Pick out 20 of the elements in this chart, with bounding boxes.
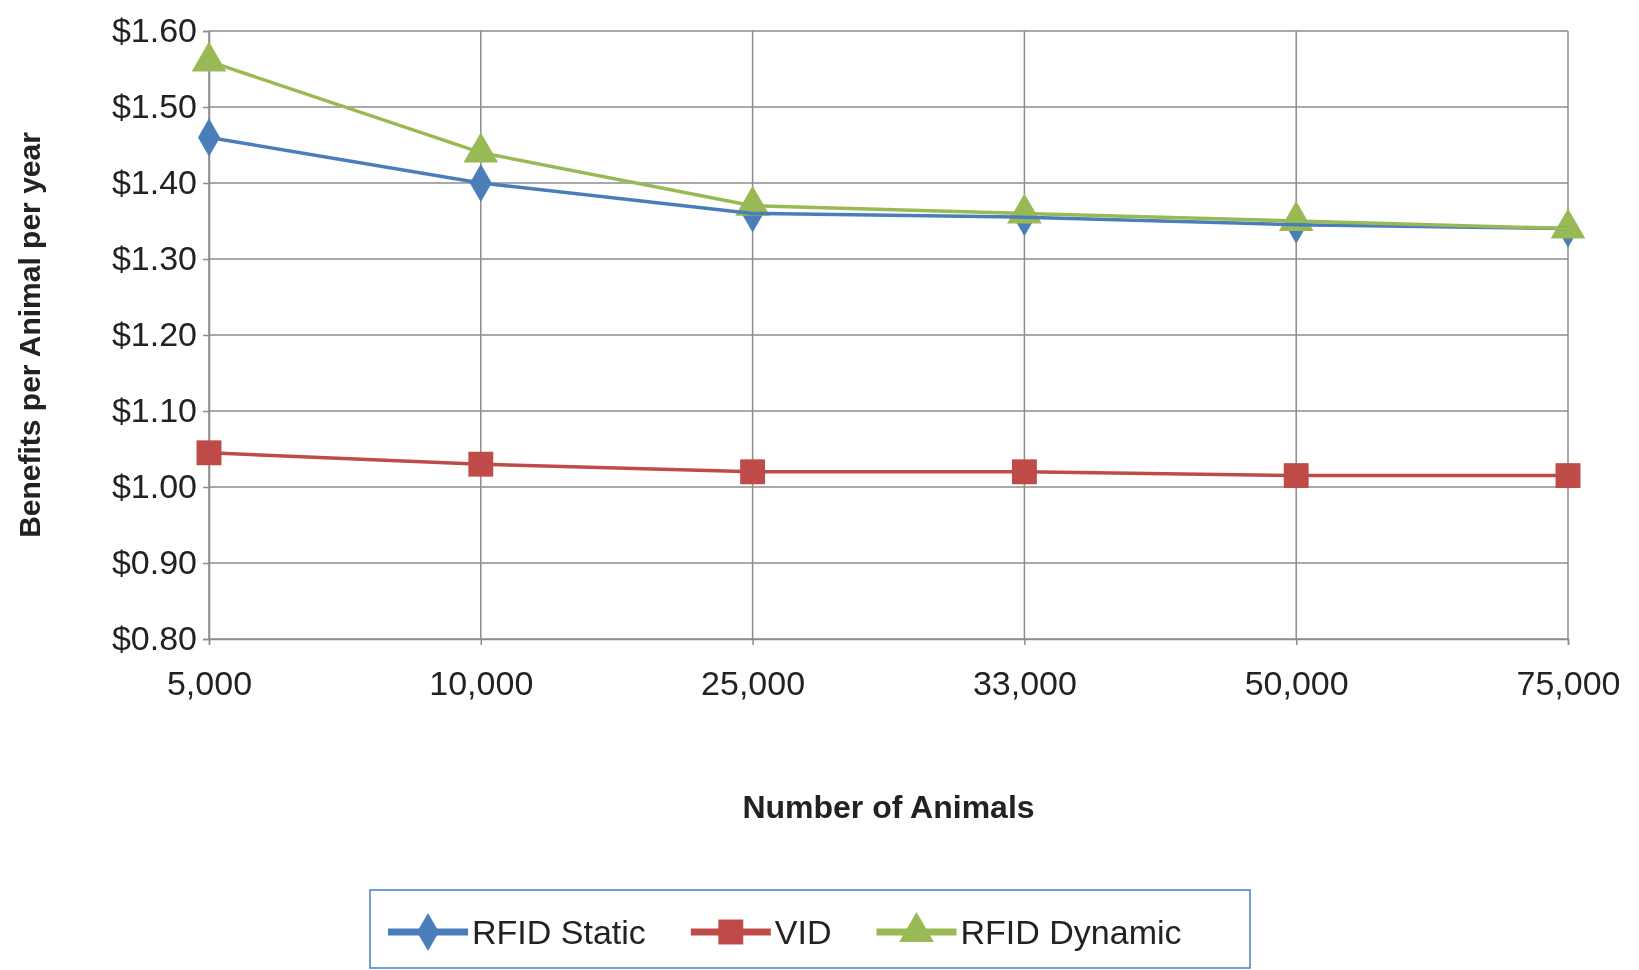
legend-label: RFID Dynamic <box>960 913 1182 951</box>
y-tick-label: $0.90 <box>111 543 197 582</box>
y-tick-label: $1.50 <box>111 87 197 126</box>
y-tick-label: $1.30 <box>111 239 197 278</box>
x-tick-label: 5,000 <box>166 664 253 703</box>
y-tick-label: $1.60 <box>111 11 197 50</box>
y-tick-label: $1.20 <box>111 315 197 354</box>
y-tick-label: $1.40 <box>111 163 197 202</box>
x-tick-label: 33,000 <box>972 664 1077 703</box>
y-tick-label: $1.00 <box>111 467 197 506</box>
x-axis-title: Number of Animals <box>742 789 1035 825</box>
x-tick-label: 50,000 <box>1244 664 1349 703</box>
y-tick-label: $0.80 <box>111 619 197 658</box>
y-tick-label: $1.10 <box>111 391 197 430</box>
x-tick-label: 75,000 <box>1516 664 1621 703</box>
legend-label: VID <box>774 913 832 951</box>
x-tick-label: 10,000 <box>429 664 534 703</box>
legend-label: RFID Static <box>472 913 646 951</box>
y-axis-title: Benefits per Animal per year <box>13 131 46 538</box>
x-tick-label: 25,000 <box>701 664 806 703</box>
